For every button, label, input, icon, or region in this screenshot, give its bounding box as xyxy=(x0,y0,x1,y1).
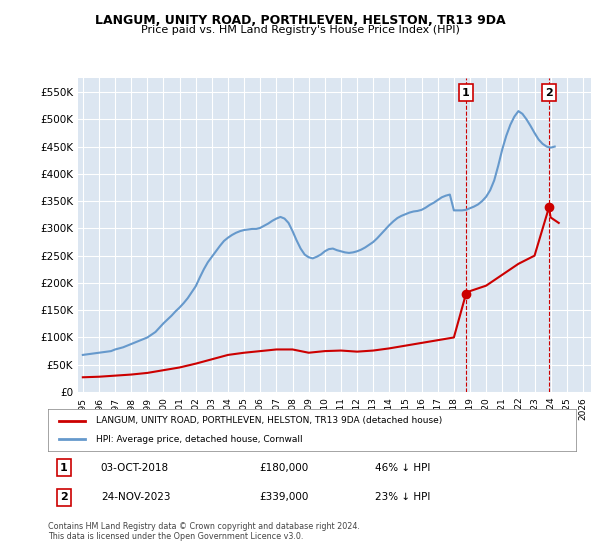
Text: 1: 1 xyxy=(462,88,470,98)
Text: Price paid vs. HM Land Registry's House Price Index (HPI): Price paid vs. HM Land Registry's House … xyxy=(140,25,460,35)
Text: 23% ↓ HPI: 23% ↓ HPI xyxy=(376,492,431,502)
Text: £339,000: £339,000 xyxy=(259,492,308,502)
Text: 2: 2 xyxy=(545,88,553,98)
Text: 2: 2 xyxy=(60,492,68,502)
Text: 1: 1 xyxy=(60,463,68,473)
Text: 03-OCT-2018: 03-OCT-2018 xyxy=(101,463,169,473)
Text: 24-NOV-2023: 24-NOV-2023 xyxy=(101,492,170,502)
Text: HPI: Average price, detached house, Cornwall: HPI: Average price, detached house, Corn… xyxy=(95,435,302,444)
Text: £180,000: £180,000 xyxy=(259,463,308,473)
Text: Contains HM Land Registry data © Crown copyright and database right 2024.
This d: Contains HM Land Registry data © Crown c… xyxy=(48,522,360,542)
Text: 46% ↓ HPI: 46% ↓ HPI xyxy=(376,463,431,473)
Text: LANGUM, UNITY ROAD, PORTHLEVEN, HELSTON, TR13 9DA: LANGUM, UNITY ROAD, PORTHLEVEN, HELSTON,… xyxy=(95,14,505,27)
Text: LANGUM, UNITY ROAD, PORTHLEVEN, HELSTON, TR13 9DA (detached house): LANGUM, UNITY ROAD, PORTHLEVEN, HELSTON,… xyxy=(95,416,442,425)
